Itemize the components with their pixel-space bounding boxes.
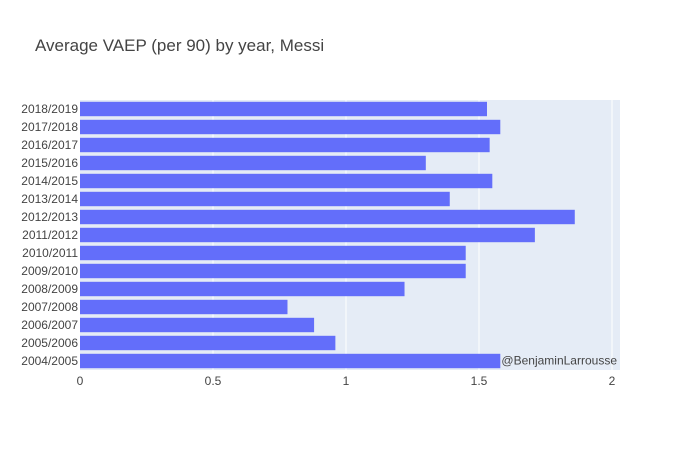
bar[interactable] bbox=[80, 317, 315, 333]
bar[interactable] bbox=[80, 119, 501, 135]
y-tick-label: 2016/2017 bbox=[21, 138, 78, 152]
bar[interactable] bbox=[80, 191, 450, 207]
bar[interactable] bbox=[80, 245, 466, 261]
y-tick-label: 2014/2015 bbox=[21, 174, 78, 188]
bar[interactable] bbox=[80, 227, 535, 243]
y-tick-label: 2009/2010 bbox=[21, 264, 78, 278]
y-tick-label: 2008/2009 bbox=[21, 282, 78, 296]
bar[interactable] bbox=[80, 281, 405, 297]
y-tick-label: 2012/2013 bbox=[21, 210, 78, 224]
y-tick-label: 2015/2016 bbox=[21, 156, 78, 170]
bar[interactable] bbox=[80, 155, 426, 171]
x-tick-label: 1 bbox=[343, 374, 350, 388]
y-tick-label: 2018/2019 bbox=[21, 102, 78, 116]
bar[interactable] bbox=[80, 173, 493, 189]
bar[interactable] bbox=[80, 263, 466, 279]
y-tick-label: 2011/2012 bbox=[22, 228, 78, 242]
bar[interactable] bbox=[80, 353, 501, 369]
bar[interactable] bbox=[80, 101, 487, 117]
y-tick-label: 2006/2007 bbox=[21, 318, 78, 332]
bar[interactable] bbox=[80, 335, 336, 351]
y-tick-label: 2004/2005 bbox=[21, 354, 78, 368]
y-tick-label: 2007/2008 bbox=[21, 300, 78, 314]
bar[interactable] bbox=[80, 299, 288, 315]
author-annotation: @BenjaminLarrousse bbox=[501, 354, 617, 368]
chart-title: Average VAEP (per 90) by year, Messi bbox=[35, 36, 324, 55]
x-tick-label: 2 bbox=[609, 374, 616, 388]
y-tick-label: 2017/2018 bbox=[21, 120, 78, 134]
bar[interactable] bbox=[80, 137, 490, 153]
y-tick-label: 2013/2014 bbox=[21, 192, 78, 206]
y-tick-label: 2010/2011 bbox=[22, 246, 78, 260]
y-tick-labels: 2004/2005 2005/2006 2006/2007 2007/2008 2008… bbox=[21, 102, 78, 368]
bar[interactable] bbox=[80, 209, 575, 225]
x-tick-labels: 0 0.5 1 1.5 2 bbox=[77, 374, 616, 388]
x-tick-label: 0.5 bbox=[205, 374, 222, 388]
x-tick-label: 1.5 bbox=[471, 374, 488, 388]
y-tick-label: 2005/2006 bbox=[21, 336, 78, 350]
x-tick-label: 0 bbox=[77, 374, 84, 388]
bars bbox=[80, 101, 575, 369]
